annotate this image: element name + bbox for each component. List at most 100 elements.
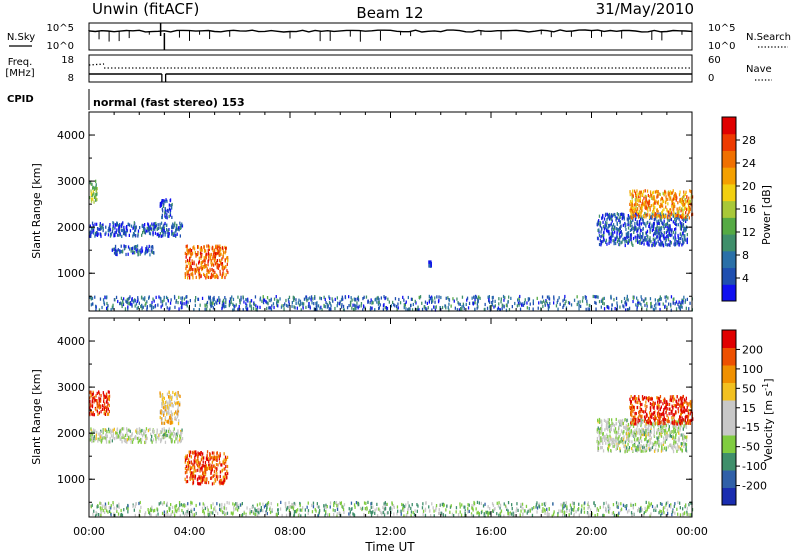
power-point [641,240,643,244]
velocity-point [217,475,219,479]
power-point [663,222,665,226]
power-point [211,267,213,272]
power-point [106,306,108,310]
velocity-point [192,473,194,477]
power-point [237,308,239,312]
power-point [126,298,128,302]
power-point [564,302,566,306]
velocity-point [613,424,616,428]
velocity-point [126,433,129,437]
power-point [218,298,220,303]
velocity-point [673,439,675,443]
power-point [134,234,137,238]
power-point [293,298,295,302]
power-point [447,306,449,310]
velocity-point [128,435,130,439]
velocity-point [671,436,674,440]
velocity-point [620,422,622,426]
velocity-point [222,481,224,485]
power-point [118,230,121,234]
velocity-point [136,431,139,435]
power-point [178,307,180,311]
power-point [676,240,678,244]
power-point [619,305,621,309]
velocity-point [197,481,199,485]
power-point [110,308,112,312]
power-point [630,205,632,209]
power-point [620,241,622,245]
velocity-point [637,437,639,441]
velocity-point [221,502,223,507]
power-point [293,296,295,300]
power-point [640,222,643,226]
velocity-point [92,512,94,516]
power-point [372,301,374,305]
power-point [195,263,198,267]
velocity-point [202,476,204,480]
power-point [681,224,683,228]
power-point [689,206,691,210]
velocity-point [112,432,115,436]
power-point [330,304,332,308]
power-point [640,208,642,212]
power-point [683,234,685,238]
power-point [186,258,189,263]
velocity-point [678,418,680,422]
power-point [293,305,295,309]
power-point [360,302,363,306]
velocity-point [615,417,617,422]
power-point [619,235,621,239]
velocity-point [628,509,630,513]
velocity-point [610,436,612,440]
power-point [685,238,687,242]
power-point [376,296,378,300]
velocity-point [625,439,628,443]
power-point [614,238,617,242]
power-point [501,307,503,311]
power-point [684,192,687,197]
velocity-point [637,400,639,405]
power-point [407,295,409,300]
power-point [602,236,605,240]
velocity-point [201,480,203,484]
power-point [353,303,356,307]
power-point [158,234,160,238]
power-ytick-label: 4000 [57,129,85,142]
power-point [639,226,641,230]
velocity-point [194,465,196,469]
power-point [557,307,559,311]
power-point [474,307,476,311]
power-point [92,197,94,201]
power-point [634,191,637,195]
power-point [213,272,215,277]
power-point [658,232,660,236]
velocity-point [111,429,113,434]
velocity-point [640,509,642,513]
velocity-point [162,502,164,506]
velocity-point [103,435,105,440]
power-point [489,305,491,309]
power-point [631,196,633,200]
power-point [271,304,273,308]
velocity-point [96,430,98,434]
velocity-point [674,437,677,442]
velocity-point [370,513,373,517]
power-point [227,259,229,263]
velocity-point [165,510,167,515]
power-point [164,208,166,212]
velocity-point [102,509,104,513]
velocity-point [598,417,601,422]
power-point [613,242,615,246]
velocity-point [666,508,669,512]
velocity-point [658,415,660,420]
velocity-point [660,405,662,409]
velocity-point [186,479,189,484]
power-point [675,213,677,217]
power-point [671,191,673,195]
velocity-point [608,443,611,447]
velocity-point [665,446,667,450]
power-point [503,305,505,309]
power-point [198,275,201,279]
power-point [526,301,528,305]
power-point [92,186,94,190]
